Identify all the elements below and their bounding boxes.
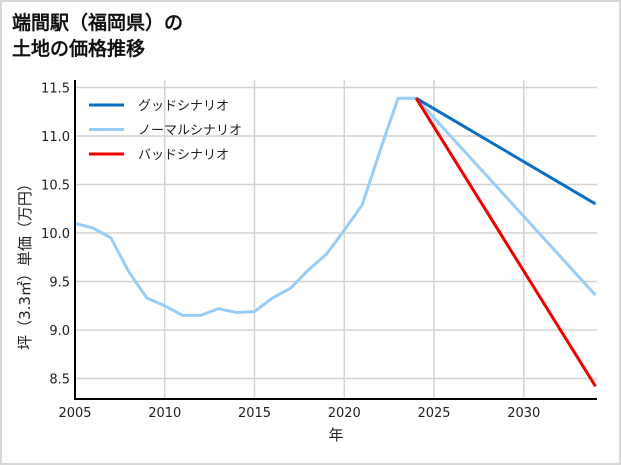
legend-label: グッドシナリオ: [138, 99, 229, 114]
chart-series: [75, 96, 597, 388]
x-tick-label: 2010: [148, 406, 181, 421]
y-tick-label: 10.5: [41, 179, 70, 194]
chart-title: 端間駅（福岡県）の 土地の価格推移: [12, 10, 183, 62]
x-tick-label: 2025: [417, 406, 450, 421]
y-tick-label: 8.5: [49, 373, 70, 388]
y-tick-label: 10.0: [41, 227, 70, 242]
y-tick-label: 11.5: [41, 82, 70, 97]
chart-axes: [74, 80, 597, 400]
legend-label: バッドシナリオ: [138, 148, 229, 163]
x-tick-label: 2020: [328, 406, 361, 421]
y-tick-label: 11.0: [41, 130, 70, 145]
series-line-1: [75, 96, 597, 317]
y-tick-label: 9.0: [49, 324, 70, 339]
chart-title-line2: 土地の価格推移: [12, 38, 146, 60]
y-tick-label: 9.5: [49, 276, 70, 291]
chart-title-line1: 端間駅（福岡県）の: [12, 12, 184, 34]
y-tick-labels: 8.5 9.0 9.5 10.0 10.5 11.0 11.5: [41, 82, 70, 388]
x-tick-label: 2005: [58, 406, 91, 421]
legend-label: ノーマルシナリオ: [138, 124, 242, 139]
x-tick-label: 2030: [507, 406, 540, 421]
grid-lines: [75, 80, 597, 399]
y-axis-label: 坪（3.3㎡）単価（万円）: [16, 176, 34, 350]
x-tick-label: 2015: [238, 406, 271, 421]
series-line-2: [414, 97, 597, 388]
x-axis-label: 年: [328, 426, 343, 444]
series-line-0: [415, 96, 597, 206]
x-tick-labels: 2005 2010 2015 2020 2025 2030: [58, 406, 540, 421]
